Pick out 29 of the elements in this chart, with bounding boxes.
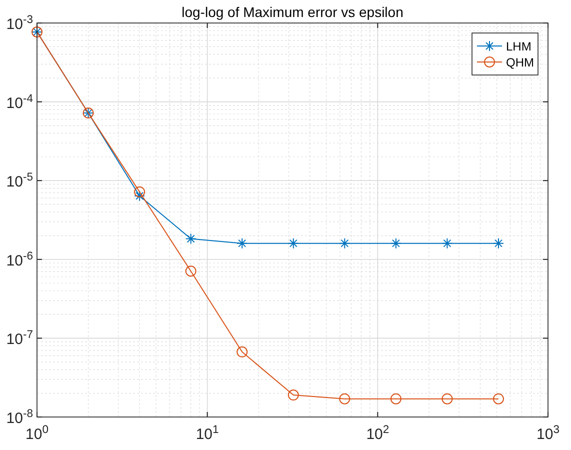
y-tick-label: 10$^{-6}$ [6, 250, 33, 270]
chart-title: log-log of Maximum error vs epsilon [182, 4, 404, 20]
point [339, 393, 350, 404]
point [134, 190, 146, 202]
x-tick-label: 10$^{0}$ [26, 424, 48, 443]
legend-label: QHM [506, 56, 534, 70]
point [339, 238, 350, 249]
point [492, 393, 504, 404]
point [288, 390, 299, 401]
point [390, 393, 402, 404]
point [134, 186, 146, 198]
x-tick-label: 10$^{2}$ [366, 424, 390, 443]
legend-label: LHM [506, 40, 532, 54]
point [390, 238, 402, 249]
point [442, 393, 453, 404]
y-tick-label: 10$^{-8}$ [6, 408, 33, 427]
x-tick-label: 10$^{3}$ [536, 424, 560, 443]
y-tick-label: 10$^{-5}$ [6, 172, 33, 191]
x-tick-label: 10$^{1}$ [196, 424, 219, 443]
point [236, 238, 248, 249]
point [288, 238, 299, 249]
point [185, 233, 196, 244]
y-tick-label: 10$^{-3}$ [6, 14, 33, 33]
y-tick-label: 10$^{-7}$ [6, 329, 33, 348]
point [442, 238, 453, 249]
y-tick-label: 10$^{-4}$ [6, 92, 33, 112]
point [236, 346, 248, 358]
point [185, 266, 196, 277]
point [492, 238, 504, 249]
